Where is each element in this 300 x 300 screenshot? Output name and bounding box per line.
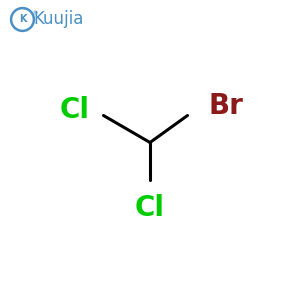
Text: ®: ® — [31, 11, 37, 16]
Text: Cl: Cl — [60, 95, 90, 124]
Text: Kuujia: Kuujia — [33, 11, 84, 28]
Text: Br: Br — [208, 92, 243, 121]
Text: Cl: Cl — [135, 194, 165, 221]
Text: K: K — [19, 14, 26, 25]
